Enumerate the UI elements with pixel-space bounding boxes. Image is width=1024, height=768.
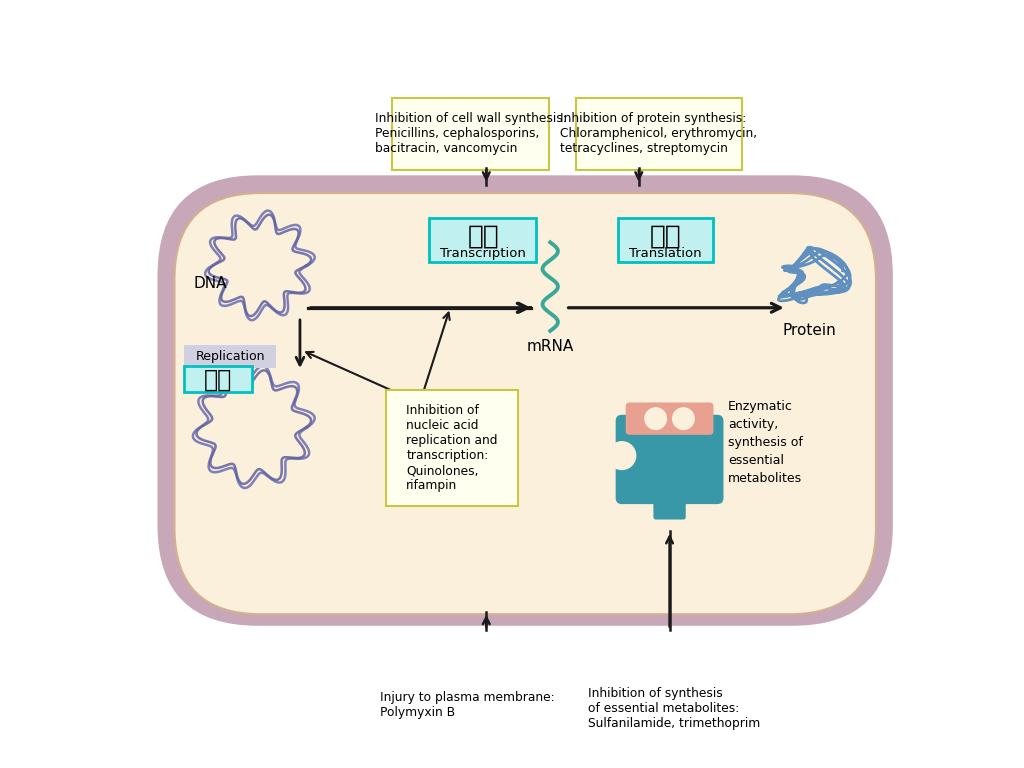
- FancyBboxPatch shape: [386, 390, 518, 506]
- Text: Inhibition of protein synthesis:
Chloramphenicol, erythromycin,
tetracyclines, s: Inhibition of protein synthesis: Chloram…: [560, 112, 758, 155]
- FancyBboxPatch shape: [653, 492, 686, 519]
- Text: Enzymatic
activity,
synthesis of
essential
metabolites: Enzymatic activity, synthesis of essenti…: [728, 400, 803, 485]
- Text: Injury to plasma membrane:
Polymyxin B: Injury to plasma membrane: Polymyxin B: [380, 690, 554, 719]
- Text: Replication: Replication: [196, 349, 265, 362]
- FancyBboxPatch shape: [429, 218, 537, 262]
- Text: Inhibition of synthesis
of essential metabolites:
Sulfanilamide, trimethoprim: Inhibition of synthesis of essential met…: [588, 687, 760, 730]
- FancyBboxPatch shape: [626, 402, 714, 435]
- FancyBboxPatch shape: [589, 686, 759, 731]
- Text: Inhibition of cell wall synthesis:
Penicillins, cephalosporins,
bacitracin, vanc: Inhibition of cell wall synthesis: Penic…: [375, 112, 566, 155]
- FancyBboxPatch shape: [174, 193, 876, 614]
- Circle shape: [673, 408, 694, 429]
- Text: 翻译: 翻译: [650, 224, 682, 250]
- Text: Inhibition of
nucleic acid
replication and
transcription:
Quinolones,
rifampin: Inhibition of nucleic acid replication a…: [407, 404, 498, 492]
- Text: 复制: 复制: [204, 367, 232, 392]
- Text: 转录: 转录: [467, 224, 499, 250]
- Text: Protein: Protein: [782, 323, 837, 339]
- Text: mRNA: mRNA: [526, 339, 573, 354]
- Text: DNA: DNA: [194, 276, 226, 290]
- FancyBboxPatch shape: [158, 175, 893, 626]
- FancyBboxPatch shape: [615, 415, 724, 504]
- FancyBboxPatch shape: [184, 366, 252, 392]
- Circle shape: [608, 442, 636, 469]
- FancyBboxPatch shape: [392, 98, 550, 170]
- Circle shape: [645, 408, 667, 429]
- Text: Translation: Translation: [630, 247, 702, 260]
- Text: Transcription: Transcription: [440, 247, 526, 260]
- FancyBboxPatch shape: [617, 218, 714, 262]
- FancyBboxPatch shape: [184, 345, 276, 368]
- FancyBboxPatch shape: [396, 686, 538, 723]
- FancyBboxPatch shape: [575, 98, 742, 170]
